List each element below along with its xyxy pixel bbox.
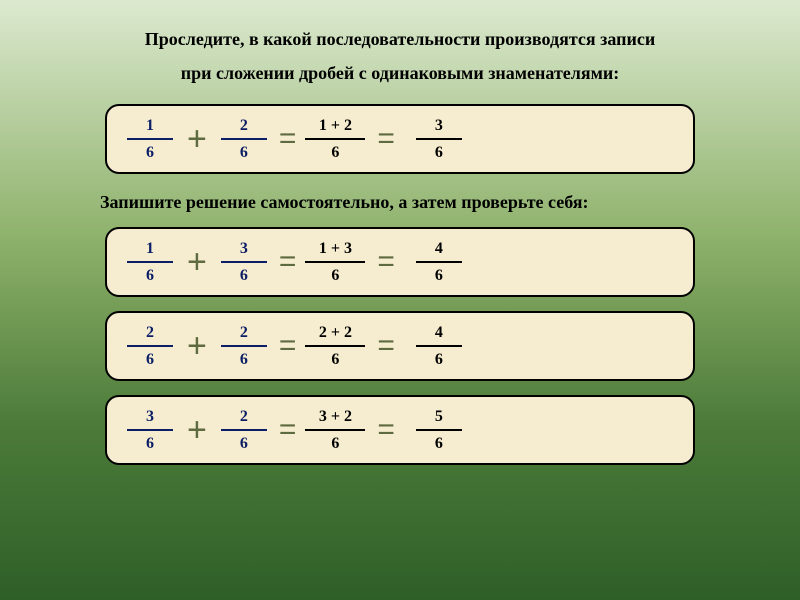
fraction-bar [127, 345, 173, 347]
numerator: 1 [146, 239, 154, 258]
fraction-a: 3 6 [127, 407, 173, 453]
equals-icon: = [377, 329, 392, 363]
fraction-bar [305, 345, 365, 347]
fraction-bar [305, 138, 365, 140]
equals-icon: = [279, 245, 294, 279]
fraction-a: 1 6 [127, 116, 173, 162]
denominator: 6 [146, 434, 154, 453]
fraction-sum: 2 + 2 6 [305, 323, 365, 369]
fraction-bar [127, 261, 173, 263]
subheading: Запишите решение самостоятельно, а затем… [100, 192, 800, 213]
page-heading: Проследите, в какой последовательности п… [0, 0, 800, 90]
numerator: 2 + 2 [319, 323, 352, 342]
denominator: 6 [435, 350, 443, 369]
denominator: 6 [331, 350, 339, 369]
heading-line-1: Проследите, в какой последовательности п… [0, 22, 800, 56]
numerator: 1 + 2 [319, 116, 352, 135]
fraction-bar [221, 261, 267, 263]
fraction-sum: 1 + 3 6 [305, 239, 365, 285]
heading-line-2: при сложении дробей с одинаковыми знамен… [0, 56, 800, 90]
denominator: 6 [146, 350, 154, 369]
fraction-b: 2 6 [221, 407, 267, 453]
fraction-bar [221, 345, 267, 347]
fraction-b: 2 6 [221, 116, 267, 162]
numerator: 3 [240, 239, 248, 258]
numerator: 2 [240, 323, 248, 342]
equals-icon: = [279, 329, 294, 363]
example-row-3: 2 6 + 2 6 = 2 + 2 6 = 4 6 [0, 311, 800, 381]
denominator: 6 [435, 434, 443, 453]
fraction-a: 2 6 [127, 323, 173, 369]
numerator: 3 + 2 [319, 407, 352, 426]
fraction-result: 4 6 [416, 239, 462, 285]
fraction-bar [221, 138, 267, 140]
equals-icon: = [279, 413, 294, 447]
denominator: 6 [240, 143, 248, 162]
denominator: 6 [240, 434, 248, 453]
equals-icon: = [377, 245, 392, 279]
numerator: 1 [146, 116, 154, 135]
numerator: 2 [240, 407, 248, 426]
denominator: 6 [331, 434, 339, 453]
denominator: 6 [146, 266, 154, 285]
example-row-1: 1 6 + 2 6 = 1 + 2 6 = 3 6 [0, 104, 800, 174]
example-row-4: 3 6 + 2 6 = 3 + 2 6 = 5 6 [0, 395, 800, 465]
numerator: 4 [435, 239, 443, 258]
numerator: 4 [435, 323, 443, 342]
equation-panel: 2 6 + 2 6 = 2 + 2 6 = 4 6 [105, 311, 695, 381]
denominator: 6 [435, 266, 443, 285]
numerator: 2 [240, 116, 248, 135]
numerator: 2 [146, 323, 154, 342]
numerator: 3 [146, 407, 154, 426]
example-row-2: 1 6 + 3 6 = 1 + 3 6 = 4 6 [0, 227, 800, 297]
fraction-result: 3 6 [416, 116, 462, 162]
denominator: 6 [331, 143, 339, 162]
fraction-result: 5 6 [416, 407, 462, 453]
equals-icon: = [377, 413, 392, 447]
numerator: 5 [435, 407, 443, 426]
fraction-bar [416, 345, 462, 347]
plus-icon: + [187, 411, 207, 450]
denominator: 6 [435, 143, 443, 162]
fraction-bar [305, 261, 365, 263]
numerator: 3 [435, 116, 443, 135]
fraction-sum: 3 + 2 6 [305, 407, 365, 453]
fraction-bar [305, 429, 365, 431]
fraction-bar [416, 261, 462, 263]
denominator: 6 [331, 266, 339, 285]
equals-icon: = [279, 122, 294, 156]
equation-panel: 3 6 + 2 6 = 3 + 2 6 = 5 6 [105, 395, 695, 465]
denominator: 6 [240, 266, 248, 285]
fraction-b: 3 6 [221, 239, 267, 285]
equation-panel: 1 6 + 3 6 = 1 + 3 6 = 4 6 [105, 227, 695, 297]
plus-icon: + [187, 243, 207, 282]
denominator: 6 [240, 350, 248, 369]
equals-icon: = [377, 122, 392, 156]
fraction-b: 2 6 [221, 323, 267, 369]
fraction-sum: 1 + 2 6 [305, 116, 365, 162]
numerator: 1 + 3 [319, 239, 352, 258]
plus-icon: + [187, 327, 207, 366]
plus-icon: + [187, 120, 207, 159]
fraction-result: 4 6 [416, 323, 462, 369]
denominator: 6 [146, 143, 154, 162]
equation-panel: 1 6 + 2 6 = 1 + 2 6 = 3 6 [105, 104, 695, 174]
fraction-a: 1 6 [127, 239, 173, 285]
fraction-bar [416, 138, 462, 140]
fraction-bar [416, 429, 462, 431]
fraction-bar [127, 138, 173, 140]
fraction-bar [221, 429, 267, 431]
fraction-bar [127, 429, 173, 431]
